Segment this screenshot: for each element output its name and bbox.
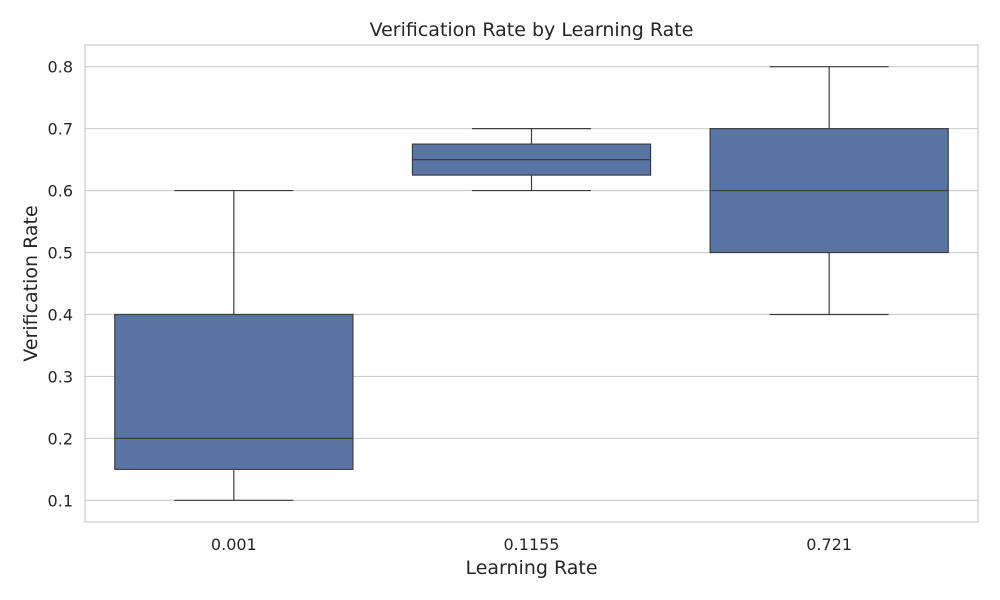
plot-frame (84, 44, 979, 523)
y-tick-label: 0.8 (48, 58, 73, 77)
y-tick-label: 0.3 (48, 367, 73, 386)
x-axis-label: Learning Rate (465, 557, 597, 579)
box-group (411, 128, 652, 192)
iqr-box (114, 313, 354, 470)
chart-title: Verification Rate by Learning Rate (370, 19, 694, 41)
y-tick-label: 0.7 (48, 120, 73, 139)
x-tick-label: 0.001 (211, 535, 257, 554)
box-group (114, 189, 354, 501)
y-tick-labels: 0.1 0.2 0.3 0.4 0.5 0.6 0.7 0.8 (48, 58, 73, 511)
y-tick-label: 0.1 (48, 491, 73, 510)
y-tick-label: 0.2 (48, 429, 73, 448)
boxes-group (114, 66, 949, 501)
y-tick-label: 0.6 (48, 182, 73, 201)
x-tick-labels: 0.001 0.1155 0.721 (211, 535, 852, 554)
x-tick-label: 0.721 (806, 535, 852, 554)
y-tick-label: 0.5 (48, 244, 73, 263)
x-tick-label: 0.1155 (504, 535, 560, 554)
y-axis-label: Verification Rate (20, 205, 42, 361)
box-group (709, 66, 949, 316)
y-tick-label: 0.4 (48, 305, 73, 324)
